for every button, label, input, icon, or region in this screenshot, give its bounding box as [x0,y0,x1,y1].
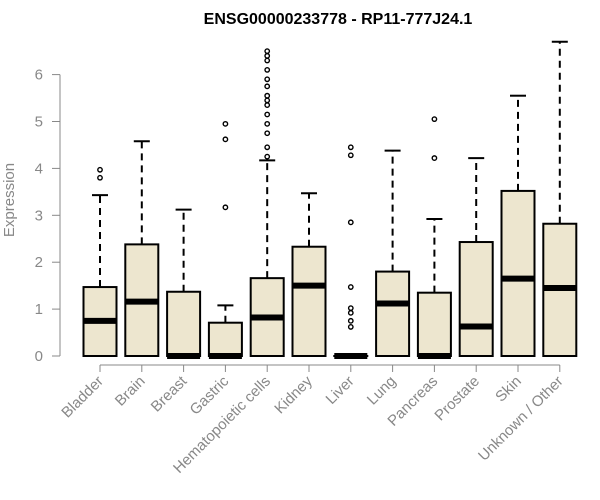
iqr-box [458,241,494,358]
box-kidney [291,192,327,358]
outlier-point [347,144,354,151]
outlier-point [97,174,103,181]
y-tick-label: 3 [35,207,43,224]
y-tick-label: 0 [35,348,43,365]
box-hematopoietic-cells [249,48,285,357]
y-tick-label: 6 [35,67,43,84]
y-tick-label: 2 [35,254,43,271]
outlier-point [264,57,271,64]
iqr-box [500,189,536,357]
outlier-point [347,309,354,316]
y-tick-label: 5 [35,114,43,131]
x-tick-label: Liver [323,373,358,408]
outlier-point [347,317,354,324]
outlier-point [264,120,271,127]
x-tick-label: Bladder [58,373,107,422]
outlier-point [264,97,271,104]
outlier-point [222,120,229,127]
outlier-point [222,204,229,211]
outlier-point [264,52,271,59]
box-lung [375,149,411,357]
iqr-box [291,245,327,358]
outlier-point [347,152,354,159]
iqr-box [375,270,411,357]
outlier-point [347,219,354,226]
outlier-point [97,166,103,173]
outlier-point [264,48,271,55]
box-bladder [82,166,118,358]
y-tick-label: 4 [35,160,43,177]
box-skin [500,94,536,357]
outlier-point [264,76,271,83]
box-liver [333,144,369,359]
iqr-box [207,321,243,357]
x-tick-label: Lung [364,373,400,409]
x-tick-label: Kidney [271,372,316,417]
outlier-point [347,324,354,330]
outlier-point [264,92,271,99]
outlier-point [264,144,271,151]
y-axis-label: Expression [1,163,18,237]
outlier-point [222,136,229,143]
outlier-point [264,83,271,90]
outlier-point [264,111,271,118]
y-tick-label: 1 [35,301,43,318]
box-brain [124,140,160,358]
y-axis: 0 1 2 3 4 5 6 [35,67,61,365]
x-tick-label: Prostate [431,373,483,425]
outlier-point [431,155,438,161]
outlier-point [264,130,271,137]
box-prostate [458,157,494,358]
outlier-point [264,67,271,73]
box-gastric [207,120,243,359]
outlier-point [264,102,271,108]
outlier-point [431,116,438,123]
box-breast [166,208,202,359]
box-unknown-other [542,40,578,357]
x-tick-label: Brain [112,373,149,410]
outlier-point [347,284,354,290]
box-pancreas [416,116,452,359]
iqr-box [166,290,202,358]
plot-area [82,40,578,359]
chart-title: ENSG00000233778 - RP11-777J24.1 [204,11,473,28]
x-tick-label: Skin [492,373,525,406]
iqr-box [416,291,452,357]
outlier-point [264,153,271,160]
x-tick-label: Breast [148,372,191,415]
outlier-point [347,305,354,312]
